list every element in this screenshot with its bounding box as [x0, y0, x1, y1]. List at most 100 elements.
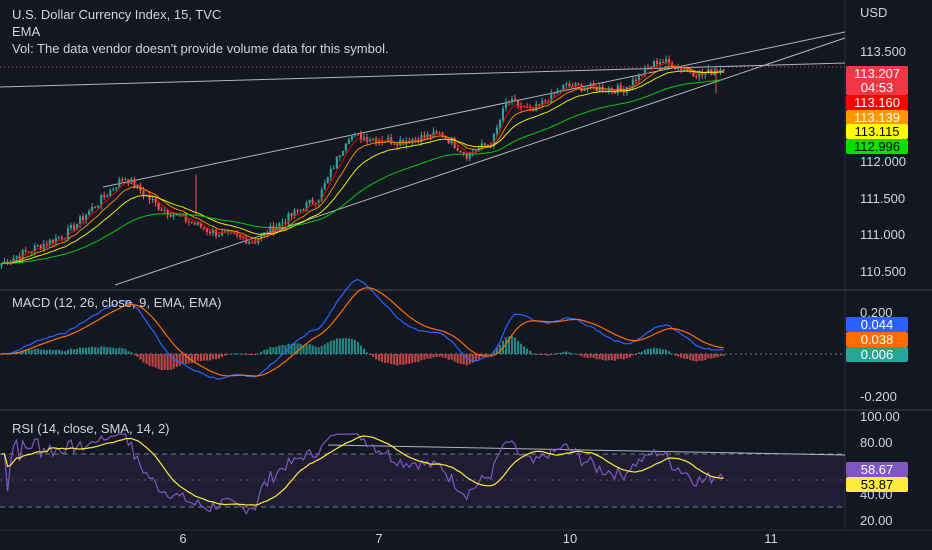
- macd-histogram-bar: [362, 348, 366, 354]
- candle-body: [115, 187, 118, 190]
- macd-histogram-bar: [547, 354, 550, 356]
- trendline-upper[interactable]: [102, 31, 846, 188]
- candle-body: [507, 101, 511, 103]
- macd-histogram-bar: [649, 348, 653, 354]
- candle-body: [680, 66, 683, 71]
- macd-histogram-bar: [619, 354, 622, 359]
- candle-body: [293, 210, 296, 217]
- candle-body: [160, 209, 163, 211]
- candle-body: [565, 83, 568, 85]
- candle-body: [302, 209, 305, 211]
- candle-body: [683, 69, 686, 71]
- ema-legend[interactable]: EMA: [12, 24, 41, 39]
- macd-histogram-bar: [190, 354, 193, 363]
- candle-body: [523, 106, 526, 108]
- macd-histogram-bar: [290, 343, 293, 354]
- time-tick-label: 6: [179, 531, 186, 546]
- macd-histogram-bar: [230, 353, 233, 355]
- rsi-trendline[interactable]: [327, 444, 846, 456]
- macd-histogram-bar: [411, 354, 414, 363]
- candle-body: [547, 101, 550, 103]
- macd-histogram-bar: [701, 354, 704, 361]
- candle-body: [88, 211, 91, 216]
- candle-body: [456, 148, 459, 151]
- candle-body: [314, 203, 317, 205]
- macd-histogram-bar: [429, 354, 432, 359]
- macd-histogram-bar: [674, 354, 677, 356]
- candle-body: [57, 237, 60, 239]
- candle-body: [175, 213, 178, 215]
- macd-histogram-bar: [202, 354, 205, 361]
- candle-body: [166, 210, 169, 215]
- candle-body: [652, 60, 656, 68]
- macd-histogram-bar: [640, 351, 643, 354]
- macd-histogram-bar: [157, 354, 160, 370]
- macd-histogram-bar: [698, 354, 701, 361]
- macd-histogram-bar: [486, 354, 489, 355]
- macd-histogram-bar: [417, 354, 420, 362]
- macd-histogram-bar: [631, 354, 634, 356]
- macd-histogram-bar: [571, 353, 574, 355]
- macd-line: [1, 278, 724, 380]
- price-tick-label: 113.500: [860, 44, 906, 59]
- candle-body: [82, 216, 85, 221]
- price-tick-label: 111.500: [860, 191, 905, 206]
- candle-body: [402, 140, 405, 145]
- signal-line: [1, 287, 724, 377]
- macd-histogram-bar: [607, 354, 610, 361]
- candle-body: [426, 134, 429, 138]
- candle-body: [109, 190, 112, 196]
- macd-histogram-bar: [589, 354, 592, 358]
- macd-histogram-bar: [88, 347, 91, 354]
- macd-histogram-bar: [477, 354, 480, 360]
- macd-histogram-bar: [139, 354, 142, 360]
- macd-histogram-bar: [441, 354, 444, 358]
- macd-histogram-bar: [517, 340, 520, 354]
- candle-body: [655, 60, 659, 65]
- candle-body: [504, 101, 508, 109]
- macd-histogram-bar: [375, 354, 378, 360]
- candle-body: [193, 222, 196, 225]
- candle-body: [124, 179, 127, 181]
- candle-body: [260, 234, 263, 240]
- candle-body: [0, 263, 3, 266]
- macd-histogram-bar: [595, 354, 598, 360]
- candle-body: [320, 189, 323, 201]
- candle-body: [538, 104, 541, 106]
- candle-body: [148, 195, 151, 200]
- macd-histogram-bar: [36, 348, 39, 354]
- candle-body: [553, 92, 556, 94]
- candle-body: [118, 179, 121, 188]
- candle-body: [707, 69, 710, 74]
- macd-histogram-bar: [293, 343, 296, 354]
- macd-histogram-bar: [272, 347, 275, 354]
- candle-body: [589, 83, 592, 88]
- macd-histogram-bar: [51, 350, 54, 354]
- candle-body: [217, 235, 221, 237]
- macd-histogram-bar: [130, 352, 133, 354]
- candle-body: [335, 156, 338, 169]
- macd-histogram-bar: [305, 344, 308, 354]
- macd-legend[interactable]: MACD (12, 26, close, 9, EMA, EMA): [12, 295, 222, 310]
- candle-body: [278, 223, 281, 228]
- macd-histogram-bar: [359, 345, 363, 354]
- candle-body: [501, 108, 505, 121]
- candle-body: [544, 100, 547, 102]
- candle-body: [60, 237, 63, 239]
- rsi-legend[interactable]: RSI (14, close, SMA, 14, 2): [12, 421, 170, 436]
- macd-histogram-bar: [82, 347, 85, 354]
- macd-histogram-bar: [217, 354, 221, 359]
- candle-body: [541, 100, 544, 106]
- candle-body: [266, 232, 269, 235]
- macd-tag: 0.044: [846, 317, 908, 332]
- rsi-tick-label: 80.00: [860, 435, 893, 450]
- trendline-horizontal[interactable]: [0, 62, 846, 88]
- macd-histogram-bar: [671, 353, 674, 355]
- macd-histogram-bar: [39, 349, 42, 354]
- macd-histogram-bar: [444, 354, 447, 359]
- price-tick-label: 111.000: [860, 227, 905, 242]
- macd-histogram-bar: [72, 349, 76, 354]
- macd-histogram-bar: [127, 351, 130, 354]
- macd-histogram-bar: [378, 354, 381, 361]
